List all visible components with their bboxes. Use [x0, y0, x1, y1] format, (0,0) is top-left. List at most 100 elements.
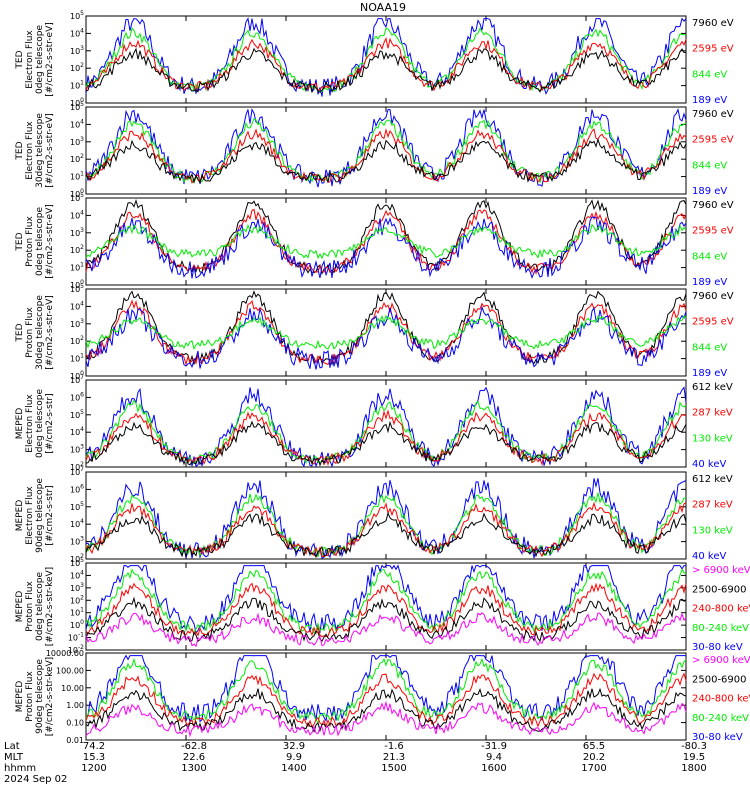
y-tick-label: 10.00: [61, 684, 84, 693]
x-tick-hhmm: 1600: [481, 763, 506, 774]
legend-entry: 189 eV: [692, 186, 727, 197]
y-tick-label: 102: [70, 62, 84, 73]
series-magenta: [85, 700, 687, 738]
legend-entry: 2500-6900: [692, 584, 747, 595]
y-tick-label: 104: [70, 209, 84, 220]
y-axis-label: TEDElectron Flux0deg telescope[#/cm2-s-s…: [15, 22, 55, 97]
y-axis-label: MEPEDProton Flux90deg telescope[#/cm2-s-…: [15, 657, 55, 736]
y-tick-label: 103: [70, 227, 84, 238]
y-tick-label: 102: [70, 335, 84, 346]
date-label: 2024 Sep 02: [4, 774, 67, 785]
series-blue: [85, 305, 687, 370]
series-red: [85, 208, 687, 276]
legend-entry: 2595 eV: [692, 226, 734, 237]
y-axis-label: TEDElectron Flux30deg telescope[#/cm2-s-…: [15, 113, 55, 188]
x-tick-hhmm: 1500: [381, 763, 406, 774]
y-tick-label: 106: [70, 483, 84, 494]
panel-frame: [85, 106, 687, 195]
panel-meped_p_90: 0.01 0.10 1.00 10.00 100.00 10000.00MEPEDProt…: [15, 649, 750, 745]
x-tick-mlt: 9.9: [286, 752, 302, 763]
legend-entry: 612 keV: [692, 382, 733, 393]
y-tick-label: 101: [70, 80, 84, 91]
y-tick-label: 101: [70, 262, 84, 273]
legend-entry: 30-80 keV: [692, 642, 743, 653]
y-tick-label: 101: [70, 607, 84, 618]
series-green: [85, 657, 687, 725]
panel-ted_e_0: 100 101 102 103 104 105 TEDElectron Flux0deg t…: [15, 10, 734, 108]
y-tick-label: 104: [70, 518, 84, 529]
y-tick-label: 102: [70, 553, 84, 564]
legend-entry: 80-240 keV: [692, 713, 749, 724]
legend-entry: 7960 eV: [692, 291, 734, 302]
x-tick-hhmm: 1800: [681, 763, 706, 774]
legend-entry: 844 eV: [692, 69, 727, 80]
series-red: [85, 409, 687, 467]
legend-entry: 189 eV: [692, 368, 727, 379]
x-tick-lat: 74.2: [83, 741, 105, 752]
legend-entry: 30-80 keV: [692, 732, 743, 743]
panel-meped_e_90: 102 103 104 105 106 107 MEPEDElectron Flux90de…: [15, 466, 733, 564]
x-row-label: MLT: [4, 752, 24, 763]
y-tick-label: 103: [70, 136, 84, 147]
series-blue: [85, 216, 687, 279]
legend-entry: 40 keV: [692, 551, 726, 562]
y-tick-label: 103: [70, 536, 84, 547]
series-blue: [85, 108, 687, 188]
x-tick-lat: -31.9: [481, 741, 507, 752]
panel-ted_e_30: 100 101 102 103 104 105 TEDElectron Flux30deg …: [15, 101, 734, 199]
y-tick-label: 102: [70, 153, 84, 164]
legend-entry: 844 eV: [692, 251, 727, 262]
y-tick-label: 100: [70, 188, 84, 199]
x-tick-hhmm: 1200: [81, 763, 106, 774]
y-tick-label: 10000.00: [46, 649, 84, 658]
x-tick-hhmm: 1700: [581, 763, 606, 774]
y-axis-label: MEPEDElectron Flux0deg telescope[#/cm2-s…: [15, 389, 55, 459]
y-tick-label: 100.00: [56, 666, 84, 675]
y-tick-label: 102: [70, 594, 84, 605]
legend-entry: 2595 eV: [692, 44, 734, 55]
y-tick-label: 104: [70, 426, 84, 437]
panel-ted_p_30: 100 101 102 103 104 105 TEDProton Flux30deg te…: [15, 283, 734, 381]
y-tick-label: 0.10: [66, 719, 84, 728]
y-tick-label: 104: [70, 27, 84, 38]
y-tick-label: 100: [70, 370, 84, 381]
x-tick-hhmm: 1300: [181, 763, 206, 774]
x-axis: LatMLThhmm74.215.31200-62.822.6130032.99…: [4, 741, 707, 785]
legend-entry: > 6900 keV: [692, 565, 750, 576]
legend-entry: 130 keV: [692, 433, 733, 444]
legend-entry: 7960 eV: [692, 109, 734, 120]
y-tick-label: 10-1: [68, 632, 84, 643]
series-black: [85, 511, 687, 559]
y-tick-label: 102: [70, 461, 84, 472]
y-tick-label: 107: [70, 466, 84, 477]
series-magenta: [85, 612, 687, 648]
x-tick-mlt: 22.6: [183, 752, 205, 763]
legend-entry: 240-800 keV: [692, 694, 750, 705]
y-tick-label: 100: [70, 279, 84, 290]
series-black: [85, 290, 687, 366]
y-axis-label: MEPEDElectron Flux90deg telescope[#/cm2-…: [15, 478, 55, 553]
series-green: [85, 223, 687, 260]
x-tick-mlt: 20.2: [583, 752, 605, 763]
y-tick-label: 1.00: [66, 701, 84, 710]
x-tick-lat: 32.9: [283, 741, 305, 752]
x-row-label: Lat: [4, 741, 20, 752]
y-tick-label: 103: [70, 444, 84, 455]
panel-meped_e_0: 102 103 104 105 106 107 MEPEDElectron Flux0deg…: [15, 374, 733, 472]
legend-entry: 7960 eV: [692, 18, 734, 29]
y-tick-label: 101: [70, 353, 84, 364]
series-red: [85, 36, 687, 93]
x-tick-lat: -62.8: [181, 741, 207, 752]
y-tick-label: 105: [70, 101, 84, 112]
y-tick-label: 103: [70, 582, 84, 593]
legend-entry: 2595 eV: [692, 317, 734, 328]
series-red: [85, 299, 687, 366]
y-tick-label: 106: [70, 391, 84, 402]
y-tick-label: 102: [70, 244, 84, 255]
legend-entry: 80-240 keV: [692, 623, 749, 634]
series-black: [85, 687, 687, 734]
y-tick-label: 105: [70, 10, 84, 21]
y-tick-label: 105: [70, 501, 84, 512]
